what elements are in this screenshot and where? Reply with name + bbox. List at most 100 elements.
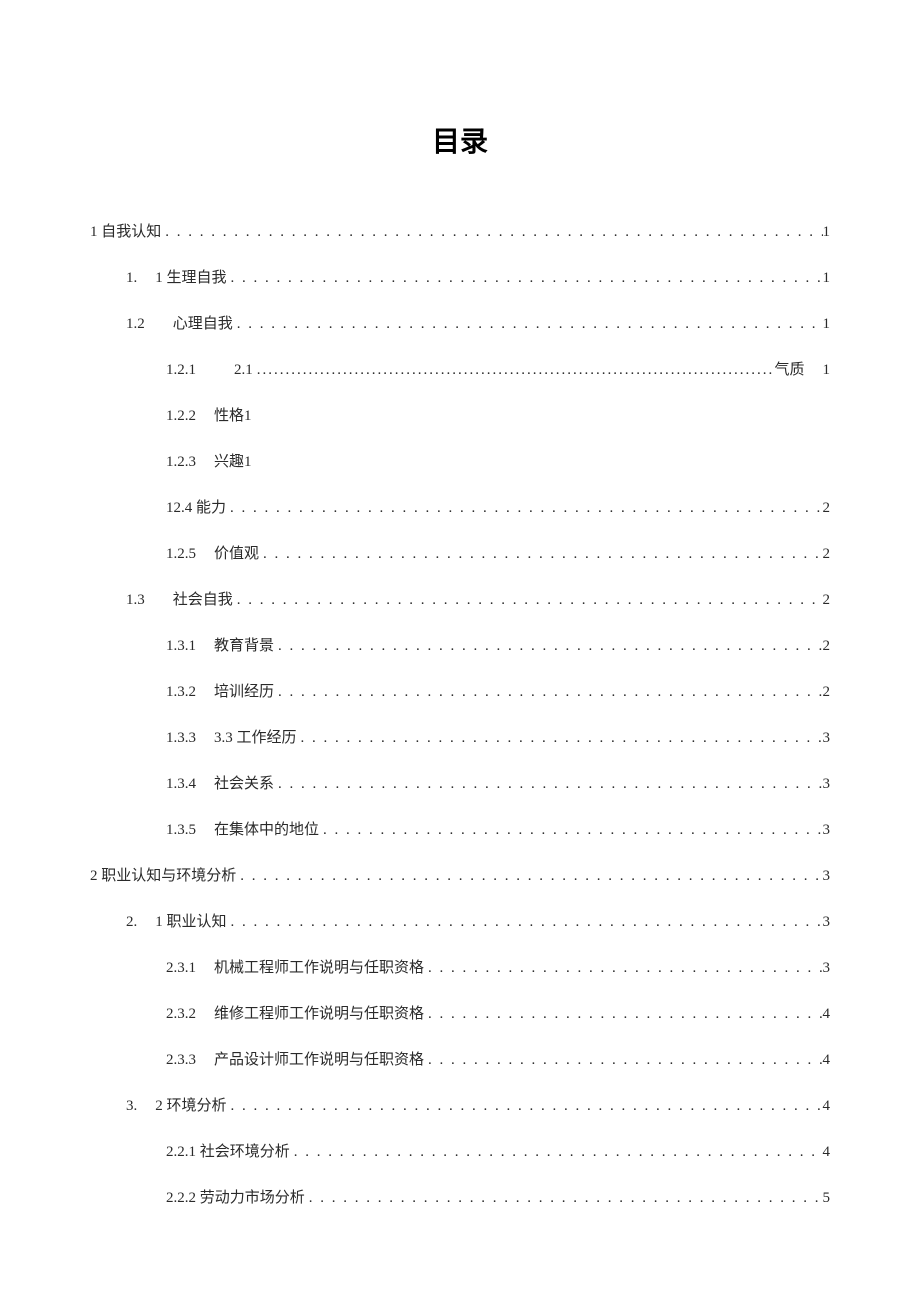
toc-label: 在集体中的地位 (214, 818, 319, 839)
toc-page: 4 (823, 1098, 831, 1115)
toc-label: 1 自我认知 (90, 220, 161, 241)
toc-entry: 1. 1 生理自我 . . . . . . . . . . . . . . . … (90, 266, 830, 287)
toc-entry: 1.3.2 培训经历 . . . . . . . . . . . . . . .… (90, 680, 830, 701)
toc-page: 2 (823, 638, 831, 655)
toc-page: 5 (823, 1190, 831, 1207)
toc-entry: 1.3.4 社会关系 . . . . . . . . . . . . . . .… (90, 772, 830, 793)
toc-label: 兴趣1 (214, 450, 252, 471)
toc-label: 产品设计师工作说明与任职资格 (214, 1048, 424, 1069)
toc-page: 3 (823, 730, 831, 747)
toc-label: 培训经历 (214, 680, 274, 701)
toc-dots: ........................................… (253, 362, 775, 379)
toc-page: 4 (823, 1006, 831, 1023)
toc-page: 3 (823, 914, 831, 931)
toc-num: 1.2.3 (166, 454, 196, 471)
toc-num: 2.3.1 (166, 960, 196, 977)
toc-entry: 1.3.3 3.3 工作经历 . . . . . . . . . . . . .… (90, 726, 830, 747)
toc-entry: 2.3.2 维修工程师工作说明与任职资格 . . . . . . . . . .… (90, 1002, 830, 1023)
toc-dots: . . . . . . . . . . . . . . . . . . . . … (226, 500, 822, 517)
toc-dots: . . . . . . . . . . . . . . . . . . . . … (305, 1190, 823, 1207)
toc-num: 1.3.2 (166, 684, 196, 701)
toc-dots: . . . . . . . . . . . . . . . . . . . . … (424, 1052, 822, 1069)
toc-label: 2.2.1 社会环境分析 (166, 1140, 290, 1161)
toc-page: 2 (823, 546, 831, 563)
toc-num: 3. (126, 1098, 137, 1115)
toc-label: 维修工程师工作说明与任职资格 (214, 1002, 424, 1023)
toc-label: 2 环境分析 (155, 1094, 226, 1115)
toc-dots: . . . . . . . . . . . . . . . . . . . . … (274, 776, 822, 793)
toc-label: 心理自我 (173, 312, 233, 333)
toc-num: 1.2 (126, 316, 145, 333)
toc-dots: . . . . . . . . . . . . . . . . . . . . … (233, 592, 823, 609)
toc-entry: 1.2.3 兴趣1 (90, 450, 830, 471)
toc-label: 1 职业认知 (155, 910, 226, 931)
toc-dots: . . . . . . . . . . . . . . . . . . . . … (227, 914, 823, 931)
toc-dots: . . . . . . . . . . . . . . . . . . . . … (274, 638, 822, 655)
toc-entry: 1.3.5 在集体中的地位 . . . . . . . . . . . . . … (90, 818, 830, 839)
toc-dots: . . . . . . . . . . . . . . . . . . . . … (290, 1144, 823, 1161)
toc-page: 2 (823, 592, 831, 609)
toc-entry: 1.2.5 价值观 . . . . . . . . . . . . . . . … (90, 542, 830, 563)
toc-dots: . . . . . . . . . . . . . . . . . . . . … (274, 684, 822, 701)
toc-dots: . . . . . . . . . . . . . . . . . . . . … (297, 730, 823, 747)
toc-title: 目录 (90, 120, 830, 160)
toc-entry: 1 自我认知 . . . . . . . . . . . . . . . . .… (90, 220, 830, 241)
toc-entry: 2.2.1 社会环境分析 . . . . . . . . . . . . . .… (90, 1140, 830, 1161)
toc-page: 3 (823, 960, 831, 977)
toc-dots: . . . . . . . . . . . . . . . . . . . . … (233, 316, 823, 333)
toc-num: 1.3.3 (166, 730, 196, 747)
toc-dots: . . . . . . . . . . . . . . . . . . . . … (236, 868, 822, 885)
toc-num: 1.2.5 (166, 546, 196, 563)
toc-label: 12.4 能力 (166, 496, 226, 517)
toc-label: 性格1 (214, 404, 252, 425)
toc-label: 社会关系 (214, 772, 274, 793)
toc-num: 1.3 (126, 592, 145, 609)
toc-label: 价值观 (214, 542, 259, 563)
toc-num: 2.3.2 (166, 1006, 196, 1023)
toc-entry: 1.2.2 性格1 (90, 404, 830, 425)
toc-num: 1.3.5 (166, 822, 196, 839)
toc-page: 3 (823, 868, 831, 885)
toc-page: 2 (823, 684, 831, 701)
toc-label: 教育背景 (214, 634, 274, 655)
toc-entry: 2 职业认知与环境分析 . . . . . . . . . . . . . . … (90, 864, 830, 885)
toc-entry: 3. 2 环境分析 . . . . . . . . . . . . . . . … (90, 1094, 830, 1115)
toc-num: 1.2.2 (166, 408, 196, 425)
toc-label: 2.2.2 劳动力市场分析 (166, 1186, 305, 1207)
toc-num: 1.3.1 (166, 638, 196, 655)
toc-label: 社会自我 (173, 588, 233, 609)
toc-entry: 1.3 社会自我 . . . . . . . . . . . . . . . .… (90, 588, 830, 609)
toc-entry: 2. 1 职业认知 . . . . . . . . . . . . . . . … (90, 910, 830, 931)
toc-page: 3 (823, 822, 831, 839)
toc-label: 气质 (774, 358, 804, 379)
toc-num: 1.3.4 (166, 776, 196, 793)
toc-page: 1 (823, 316, 831, 333)
toc-num: 1. (126, 270, 137, 287)
toc-entry: 2.2.2 劳动力市场分析 . . . . . . . . . . . . . … (90, 1186, 830, 1207)
toc-dots: . . . . . . . . . . . . . . . . . . . . … (161, 224, 822, 241)
toc-label: 机械工程师工作说明与任职资格 (214, 956, 424, 977)
toc-dots: . . . . . . . . . . . . . . . . . . . . … (227, 270, 823, 287)
toc-container: 1 自我认知 . . . . . . . . . . . . . . . . .… (90, 220, 830, 1207)
toc-page: 2 (823, 500, 831, 517)
toc-dots: . . . . . . . . . . . . . . . . . . . . … (227, 1098, 823, 1115)
toc-entry: 12.4 能力 . . . . . . . . . . . . . . . . … (90, 496, 830, 517)
toc-page: 4 (823, 1144, 831, 1161)
toc-label: 2 职业认知与环境分析 (90, 864, 236, 885)
toc-entry: 2.3.1 机械工程师工作说明与任职资格 . . . . . . . . . .… (90, 956, 830, 977)
toc-page: 1 (823, 224, 831, 241)
toc-entry: 1.3.1 教育背景 . . . . . . . . . . . . . . .… (90, 634, 830, 655)
toc-extra: 2.1 (234, 362, 253, 379)
toc-dots: . . . . . . . . . . . . . . . . . . . . … (424, 960, 822, 977)
toc-entry: 1.2.1 2.1 ..............................… (90, 358, 830, 379)
toc-page: 3 (823, 776, 831, 793)
toc-label: 3.3 工作经历 (214, 726, 297, 747)
toc-dots: . . . . . . . . . . . . . . . . . . . . … (259, 546, 822, 563)
toc-page: 1 (823, 270, 831, 287)
toc-entry: 1.2 心理自我 . . . . . . . . . . . . . . . .… (90, 312, 830, 333)
toc-dots: . . . . . . . . . . . . . . . . . . . . … (424, 1006, 822, 1023)
toc-page: 4 (823, 1052, 831, 1069)
toc-dots: . . . . . . . . . . . . . . . . . . . . … (319, 822, 822, 839)
toc-entry: 2.3.3 产品设计师工作说明与任职资格 . . . . . . . . . .… (90, 1048, 830, 1069)
toc-label: 1 生理自我 (155, 266, 226, 287)
